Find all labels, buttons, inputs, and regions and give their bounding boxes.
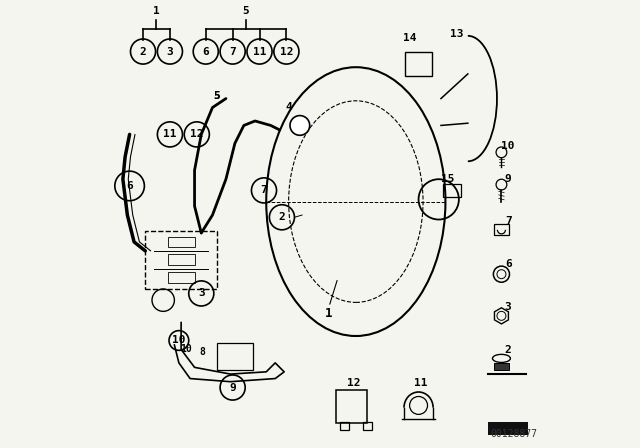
Text: 11: 11	[253, 47, 266, 56]
Bar	[168, 254, 195, 265]
Bar	[217, 343, 253, 370]
Text: 6: 6	[505, 259, 511, 269]
Text: 1: 1	[153, 6, 160, 16]
Text: 11: 11	[163, 129, 177, 139]
Text: 10: 10	[180, 345, 191, 354]
Bar	[168, 272, 195, 283]
Text: 9: 9	[229, 383, 236, 392]
Text: 7: 7	[505, 216, 511, 226]
Text: 2: 2	[505, 345, 511, 355]
Text: 3: 3	[505, 302, 511, 312]
Text: 7: 7	[260, 185, 268, 195]
Text: 2: 2	[140, 47, 147, 56]
Text: 3: 3	[166, 47, 173, 56]
Text: 3: 3	[198, 289, 205, 298]
Text: 5: 5	[243, 6, 250, 16]
Text: 6: 6	[202, 47, 209, 56]
Text: 11: 11	[414, 378, 428, 388]
Text: 1: 1	[325, 307, 333, 320]
Text: 5: 5	[214, 91, 220, 101]
Text: 2: 2	[278, 212, 285, 222]
Text: 00128877: 00128877	[490, 429, 538, 439]
Text: 5: 5	[214, 91, 220, 101]
Text: 13: 13	[450, 29, 463, 39]
Text: 12: 12	[190, 129, 204, 139]
FancyBboxPatch shape	[494, 363, 509, 370]
Text: 7: 7	[229, 47, 236, 56]
Bar	[168, 237, 195, 247]
Text: 8: 8	[199, 347, 205, 357]
Text: 10: 10	[501, 141, 515, 151]
Text: 14: 14	[403, 33, 417, 43]
Text: 4: 4	[285, 102, 292, 112]
Text: 12: 12	[280, 47, 293, 56]
Text: 10: 10	[172, 336, 186, 345]
Text: 9: 9	[505, 174, 511, 184]
Text: 15: 15	[441, 174, 454, 184]
FancyBboxPatch shape	[488, 422, 529, 435]
Circle shape	[290, 116, 310, 135]
Text: 12: 12	[347, 378, 360, 388]
Text: 6: 6	[126, 181, 133, 191]
